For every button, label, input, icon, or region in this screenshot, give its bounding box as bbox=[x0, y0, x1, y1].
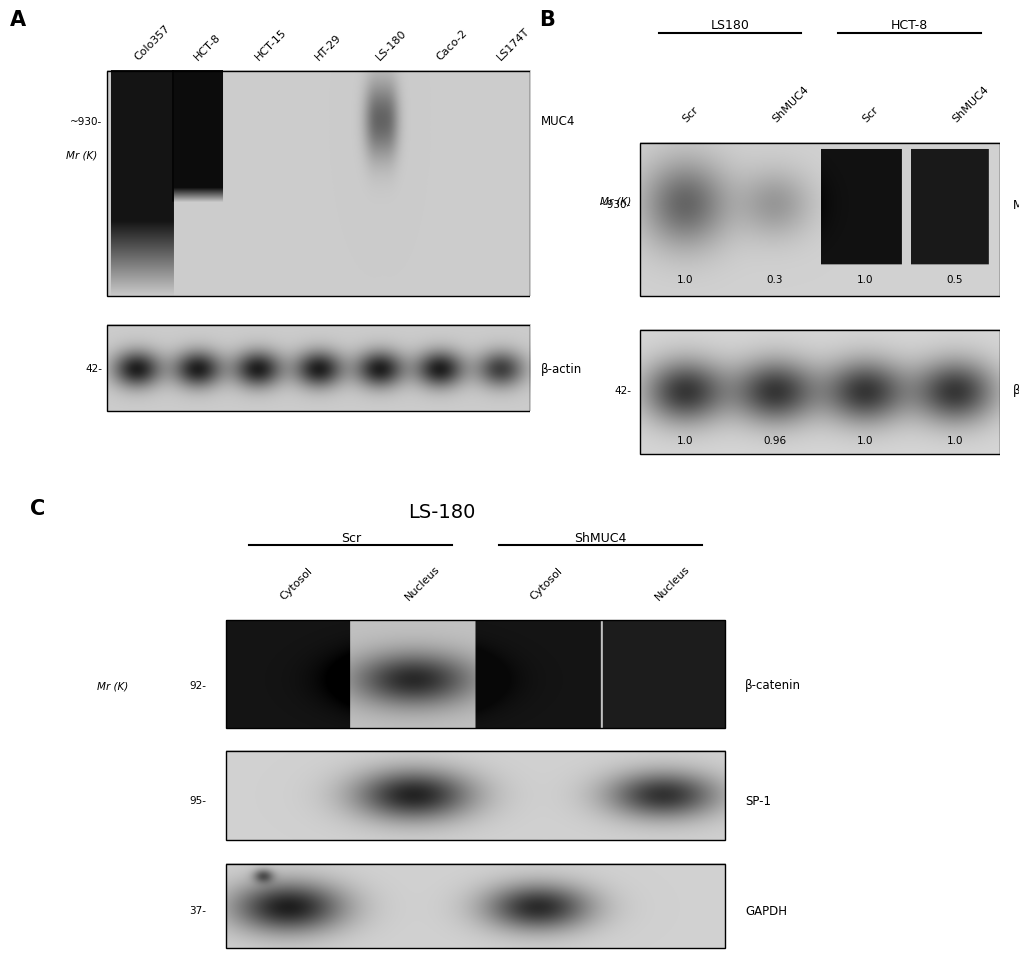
Text: 0.5: 0.5 bbox=[946, 276, 962, 285]
Text: LS-180: LS-180 bbox=[408, 503, 475, 522]
Text: HT-29: HT-29 bbox=[314, 32, 343, 63]
Bar bbox=[639, 330, 999, 455]
Text: Colo357: Colo357 bbox=[132, 23, 171, 63]
Text: Caco-2: Caco-2 bbox=[434, 28, 469, 63]
Text: ShMUC4: ShMUC4 bbox=[950, 84, 989, 125]
Text: MUC4: MUC4 bbox=[540, 115, 575, 128]
Text: Cytosol: Cytosol bbox=[278, 566, 315, 602]
Text: β-actin: β-actin bbox=[1012, 384, 1019, 397]
Text: ShMUC4: ShMUC4 bbox=[769, 84, 810, 125]
Text: 1.0: 1.0 bbox=[856, 276, 872, 285]
Text: ~930-: ~930- bbox=[69, 116, 102, 126]
Text: HCT-15: HCT-15 bbox=[253, 27, 288, 63]
Text: Scr: Scr bbox=[340, 531, 361, 544]
Text: 0.3: 0.3 bbox=[766, 276, 783, 285]
Text: LS174T: LS174T bbox=[494, 26, 531, 63]
Text: MUC4: MUC4 bbox=[1012, 198, 1019, 212]
Text: ~930-: ~930- bbox=[598, 200, 631, 210]
Text: Nucleus: Nucleus bbox=[404, 563, 441, 602]
Text: B: B bbox=[539, 10, 554, 29]
Text: Scr: Scr bbox=[680, 105, 699, 125]
Text: Mr (K): Mr (K) bbox=[65, 150, 97, 161]
Text: Nucleus: Nucleus bbox=[652, 563, 691, 602]
Text: β-actin: β-actin bbox=[540, 362, 581, 375]
Text: Mr (K): Mr (K) bbox=[599, 196, 631, 206]
Text: 1.0: 1.0 bbox=[856, 436, 872, 446]
Text: 1.0: 1.0 bbox=[676, 436, 693, 446]
Text: 42-: 42- bbox=[85, 363, 102, 374]
Text: 42-: 42- bbox=[613, 385, 631, 396]
Bar bbox=[226, 864, 725, 949]
Text: β-catenin: β-catenin bbox=[744, 678, 800, 692]
Text: Cytosol: Cytosol bbox=[528, 566, 564, 602]
Text: 37-: 37- bbox=[190, 906, 206, 915]
Text: LS180: LS180 bbox=[709, 20, 749, 32]
Text: 1.0: 1.0 bbox=[676, 276, 693, 285]
Bar bbox=[639, 144, 999, 297]
Text: 95-: 95- bbox=[190, 795, 206, 805]
Text: HCT-8: HCT-8 bbox=[891, 20, 927, 32]
Bar bbox=[107, 72, 530, 297]
Text: GAPDH: GAPDH bbox=[744, 904, 787, 917]
Text: C: C bbox=[31, 498, 46, 518]
Text: HCT-8: HCT-8 bbox=[193, 32, 223, 63]
Text: Scr: Scr bbox=[859, 105, 879, 125]
Text: Mr (K): Mr (K) bbox=[97, 681, 128, 691]
Text: 1.0: 1.0 bbox=[946, 436, 962, 446]
Text: ShMUC4: ShMUC4 bbox=[574, 531, 626, 544]
Bar bbox=[107, 325, 530, 412]
Text: 0.96: 0.96 bbox=[762, 436, 786, 446]
Text: LS-180: LS-180 bbox=[374, 28, 408, 63]
Bar bbox=[226, 620, 725, 728]
Text: SP-1: SP-1 bbox=[744, 794, 770, 807]
Bar bbox=[226, 751, 725, 840]
Text: 92-: 92- bbox=[190, 680, 206, 690]
Text: A: A bbox=[10, 10, 26, 29]
